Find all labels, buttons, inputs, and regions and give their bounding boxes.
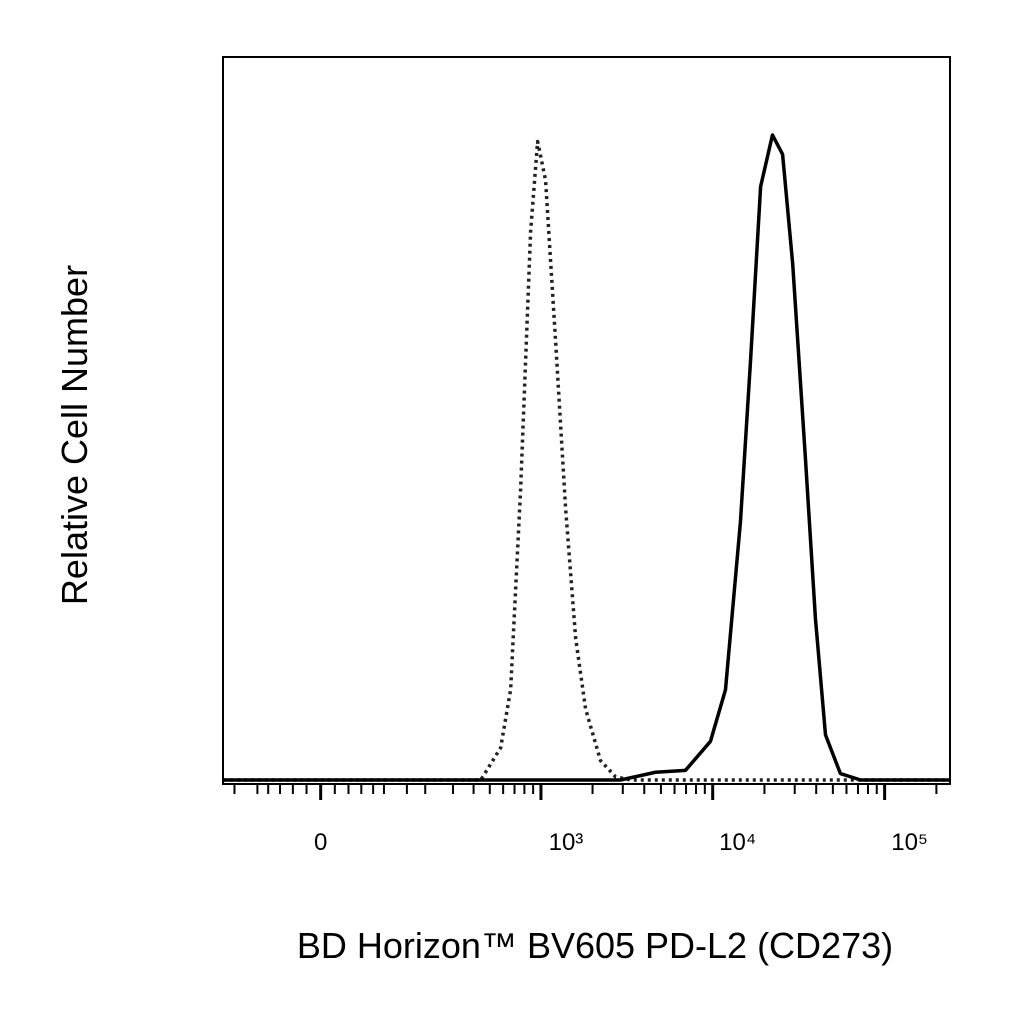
plot-frame bbox=[222, 56, 951, 785]
x-tick-label: 10⁵ bbox=[891, 829, 928, 856]
x-tick-label: 0 bbox=[314, 829, 327, 856]
histogram-line bbox=[223, 133, 950, 782]
histogram-line bbox=[223, 139, 950, 782]
y-axis-title: Relative Cell Number bbox=[54, 265, 95, 605]
x-tick-label: 10³ bbox=[549, 829, 584, 856]
x-axis-title: BD Horizon™ BV605 PD-L2 (CD273) bbox=[297, 925, 893, 966]
x-tick-label: 10⁴ bbox=[719, 829, 756, 856]
